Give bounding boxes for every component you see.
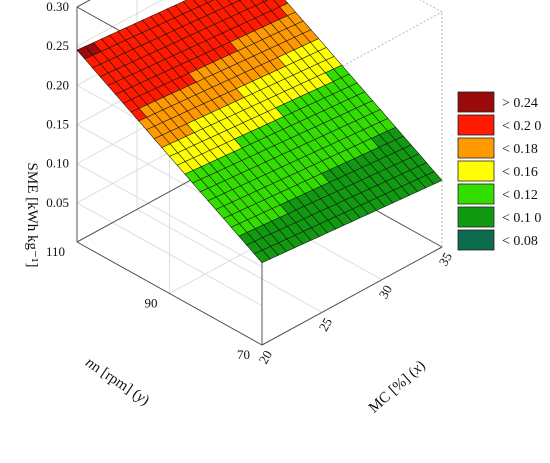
x-tick-label: 25 — [316, 315, 335, 334]
x-tick-label: 35 — [436, 250, 455, 269]
z-tick-label: 0.25 — [46, 38, 69, 53]
surface-cell — [425, 171, 443, 185]
surface-mesh — [76, 0, 443, 264]
z-axis-title: SME [kWh kg⁻¹] — [24, 163, 40, 268]
z-tick-label: 0.10 — [46, 156, 69, 171]
legend-swatch — [457, 206, 495, 228]
legend-swatch — [457, 91, 495, 113]
y-tick-label: 110 — [46, 244, 65, 259]
legend-label: < 0.16 — [502, 165, 538, 180]
box-edge — [76, 241, 263, 346]
legend-swatch — [457, 183, 495, 205]
x-axis-title: MC [%] (x) — [366, 358, 429, 417]
legend-swatch — [457, 114, 495, 136]
x-tick-label: 20 — [256, 348, 275, 367]
z-tick-label: 0.20 — [46, 77, 69, 92]
tick-labels: 0.05 0.10 0.15 0.20 0.25 0.30 70 90 110 20 25 30 35 — [46, 0, 455, 367]
legend-swatch — [457, 160, 495, 182]
z-tick-label: 0.05 — [46, 195, 69, 210]
legend: > 0.24 < 0.2 0 < 0.18 < 0.16 < 0.12 < 0.1 0 < … — [457, 91, 541, 251]
z-tick-label: 0.15 — [46, 117, 69, 132]
y-tick-label: 70 — [237, 347, 250, 362]
y-tick-label: 90 — [145, 296, 158, 311]
x-axis-title-main: MC [%] ( — [366, 365, 420, 416]
y-axis-title-main: n [rpm] ( — [89, 359, 143, 403]
z-tick-label: 0.30 — [46, 0, 69, 14]
legend-swatch — [457, 137, 495, 159]
legend-label: < 0.1 0 — [502, 211, 541, 226]
y-axis-title: nn [rpm] (y) — [82, 355, 152, 409]
legend-label: < 0.18 — [502, 142, 538, 157]
legend-label: > 0.24 — [502, 96, 538, 111]
legend-swatch — [457, 229, 495, 251]
x-tick-label: 30 — [376, 282, 395, 301]
legend-label: < 0.2 0 — [502, 119, 541, 134]
box-edge — [261, 246, 443, 346]
legend-label: < 0.12 — [502, 188, 538, 203]
legend-label: < 0.08 — [502, 234, 538, 249]
